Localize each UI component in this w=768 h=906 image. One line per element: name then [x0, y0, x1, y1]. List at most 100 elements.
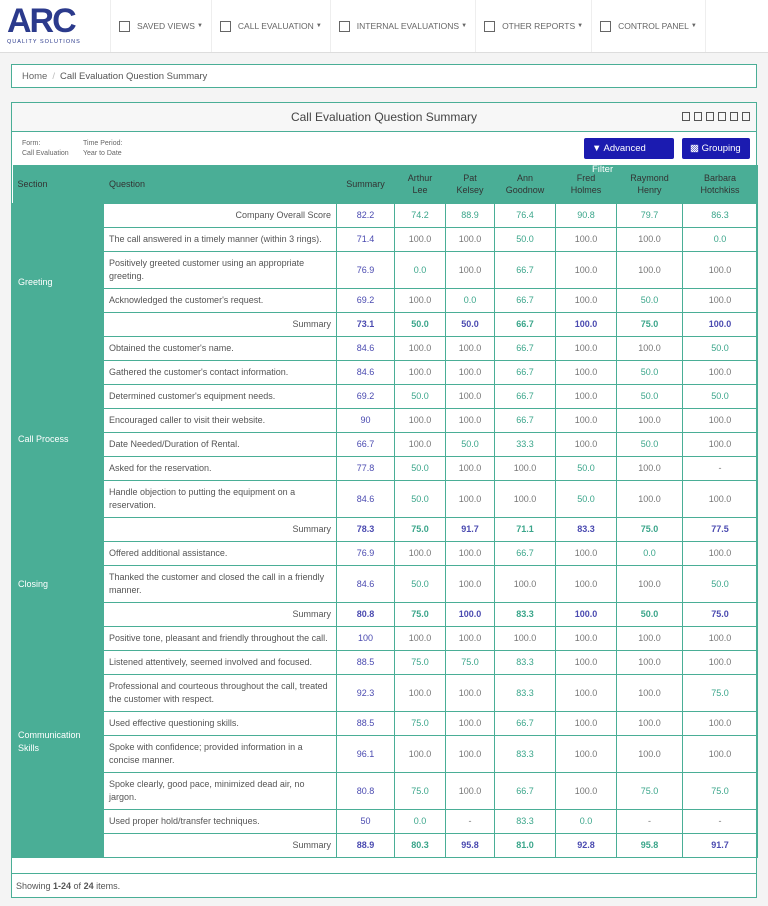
filter: Form: Call Evaluation [22, 139, 69, 159]
breadcrumb-home[interactable]: Home [22, 71, 48, 82]
question-row: Used effective questioning skills. 88.5 75… [13, 711, 758, 736]
logo-tagline: QUALITY SOLUTIONS [7, 39, 81, 45]
summary-label: Summary [103, 602, 337, 627]
score-cell: 100.0 [494, 456, 556, 481]
summary-label: Summary [103, 312, 337, 337]
logo-text: ARC [7, 2, 77, 40]
pager-summary: Showing 1-24 of 24 items. [12, 873, 756, 897]
score-cell: 84.6 [336, 360, 395, 385]
score-cell: 66.7 [494, 541, 556, 566]
icon[interactable] [694, 112, 702, 121]
nav-item[interactable]: SAVED VIEWS ▼ [111, 0, 212, 52]
score-cell: 77.8 [336, 456, 395, 481]
score-cell: 50.0 [394, 480, 446, 518]
score-cell: 100.0 [555, 360, 617, 385]
score-cell: 71.1 [494, 517, 556, 542]
summary-row: Summary 78.3 75.0 91.7 71.1 83.3 75.0 77.5 [13, 517, 758, 542]
score-cell: 50.0 [682, 336, 758, 361]
score-cell: 0.0 [555, 809, 617, 834]
score-cell: 75.0 [682, 772, 758, 810]
score-cell: 100.0 [682, 650, 758, 675]
score-cell: 71.4 [336, 227, 395, 252]
caret: ▼ [690, 23, 697, 29]
score-cell: 100.0 [394, 408, 446, 433]
score-cell: 50.0 [494, 227, 556, 252]
icon[interactable] [682, 112, 690, 121]
score-cell: 100.0 [555, 772, 617, 810]
score-cell: 75.0 [394, 711, 446, 736]
score-cell: 50.0 [616, 360, 683, 385]
score-cell: 100.0 [555, 251, 617, 289]
question-cell: Spoke clearly, good pace, minimized dead… [103, 772, 337, 810]
score-cell: 66.7 [494, 312, 556, 337]
nav-item[interactable]: CALL EVALUATION ▼ [212, 0, 331, 52]
score-cell: 100.0 [616, 565, 683, 603]
caret: ▼ [315, 23, 322, 29]
question-row: Communication Skills Positive tone, pleas… [12, 626, 758, 858]
score-cell: 100.0 [555, 626, 617, 651]
score-cell: 69.2 [336, 288, 395, 313]
nav-item[interactable]: CONTROL PANEL ▼ [592, 0, 706, 52]
pager-text: of [71, 881, 84, 891]
score-cell: 92.8 [555, 833, 617, 858]
question-cell: Determined customer's equipment needs. [103, 384, 337, 409]
score-cell: 100.0 [555, 711, 617, 736]
score-cell: 73.1 [336, 312, 395, 337]
score-cell: - [445, 809, 495, 834]
score-cell: 100.0 [616, 227, 683, 252]
nav-icon [119, 20, 130, 32]
score-cell: 83.3 [494, 735, 556, 773]
icon[interactable] [718, 112, 726, 121]
score-cell: 100.0 [616, 251, 683, 289]
score-cell: 100.0 [494, 626, 556, 651]
score-cell: 100.0 [555, 336, 617, 361]
caret: ▼ [461, 23, 468, 29]
score-cell: 83.3 [494, 674, 556, 712]
grouping-button[interactable]: ▩ Grouping [682, 138, 750, 159]
section-cell: Communication Skills [12, 626, 104, 858]
question-row: Used proper hold/transfer techniques. 50 0… [13, 809, 758, 834]
advanced-filter-button[interactable]: ▼ Advanced Filter [584, 138, 674, 175]
score-cell: 100.0 [445, 456, 495, 481]
icon[interactable] [706, 112, 714, 121]
score-cell: 88.9 [336, 833, 395, 858]
score-cell: 100.0 [682, 360, 758, 385]
score-cell: 75.0 [682, 674, 758, 712]
score-cell: 100.0 [445, 711, 495, 736]
score-cell: 0.0 [616, 541, 683, 566]
logo[interactable]: ARC QUALITY SOLUTIONS [0, 0, 111, 52]
question-row: Spoke clearly, good pace, minimized dead… [13, 772, 758, 810]
column-header: Raymond Henry [616, 165, 683, 204]
score-cell: 83.3 [494, 650, 556, 675]
score-cell: 100.0 [494, 480, 556, 518]
icon[interactable] [730, 112, 738, 121]
question-cell: The call answered in a timely manner (wi… [103, 227, 337, 252]
question-cell: Thanked the customer and closed the call… [103, 565, 337, 603]
panel-header: Call Evaluation Question Summary [12, 103, 756, 132]
score-cell: 100.0 [555, 227, 617, 252]
score-cell: 77.5 [682, 517, 758, 542]
score-cell: 0.0 [445, 288, 495, 313]
nav-item[interactable]: OTHER REPORTS ▼ [476, 0, 593, 52]
summary-row: Summary 73.1 50.0 50.0 66.7 100.0 75.0 100.0 [13, 312, 758, 337]
score-cell: 66.7 [494, 251, 556, 289]
panel-title: Call Evaluation Question Summary [290, 110, 478, 124]
score-cell: 100.0 [445, 408, 495, 433]
nav-item[interactable]: INTERNAL EVALUATIONS ▼ [331, 0, 477, 52]
score-cell: - [682, 809, 758, 834]
question-cell: Handle objection to putting the equipmen… [103, 480, 337, 518]
question-row: Spoke with confidence; provided informat… [13, 735, 758, 773]
score-cell: 96.1 [336, 735, 395, 773]
breadcrumb-current: Call Evaluation Question Summary [59, 71, 208, 82]
question-row: Acknowledged the customer's request. 69.2… [13, 288, 758, 313]
nav-icon [484, 20, 496, 32]
nav-label: OTHER REPORTS [502, 21, 576, 31]
score-cell: 100.0 [445, 565, 495, 603]
score-cell: 100 [336, 626, 395, 651]
score-cell: 100.0 [394, 336, 446, 361]
column-header: Arthur Lee [394, 165, 446, 204]
question-row: Call Process Obtained the customer's name… [12, 336, 758, 542]
icon[interactable] [742, 112, 750, 121]
score-cell: 100.0 [445, 360, 495, 385]
score-cell: 66.7 [336, 432, 395, 457]
